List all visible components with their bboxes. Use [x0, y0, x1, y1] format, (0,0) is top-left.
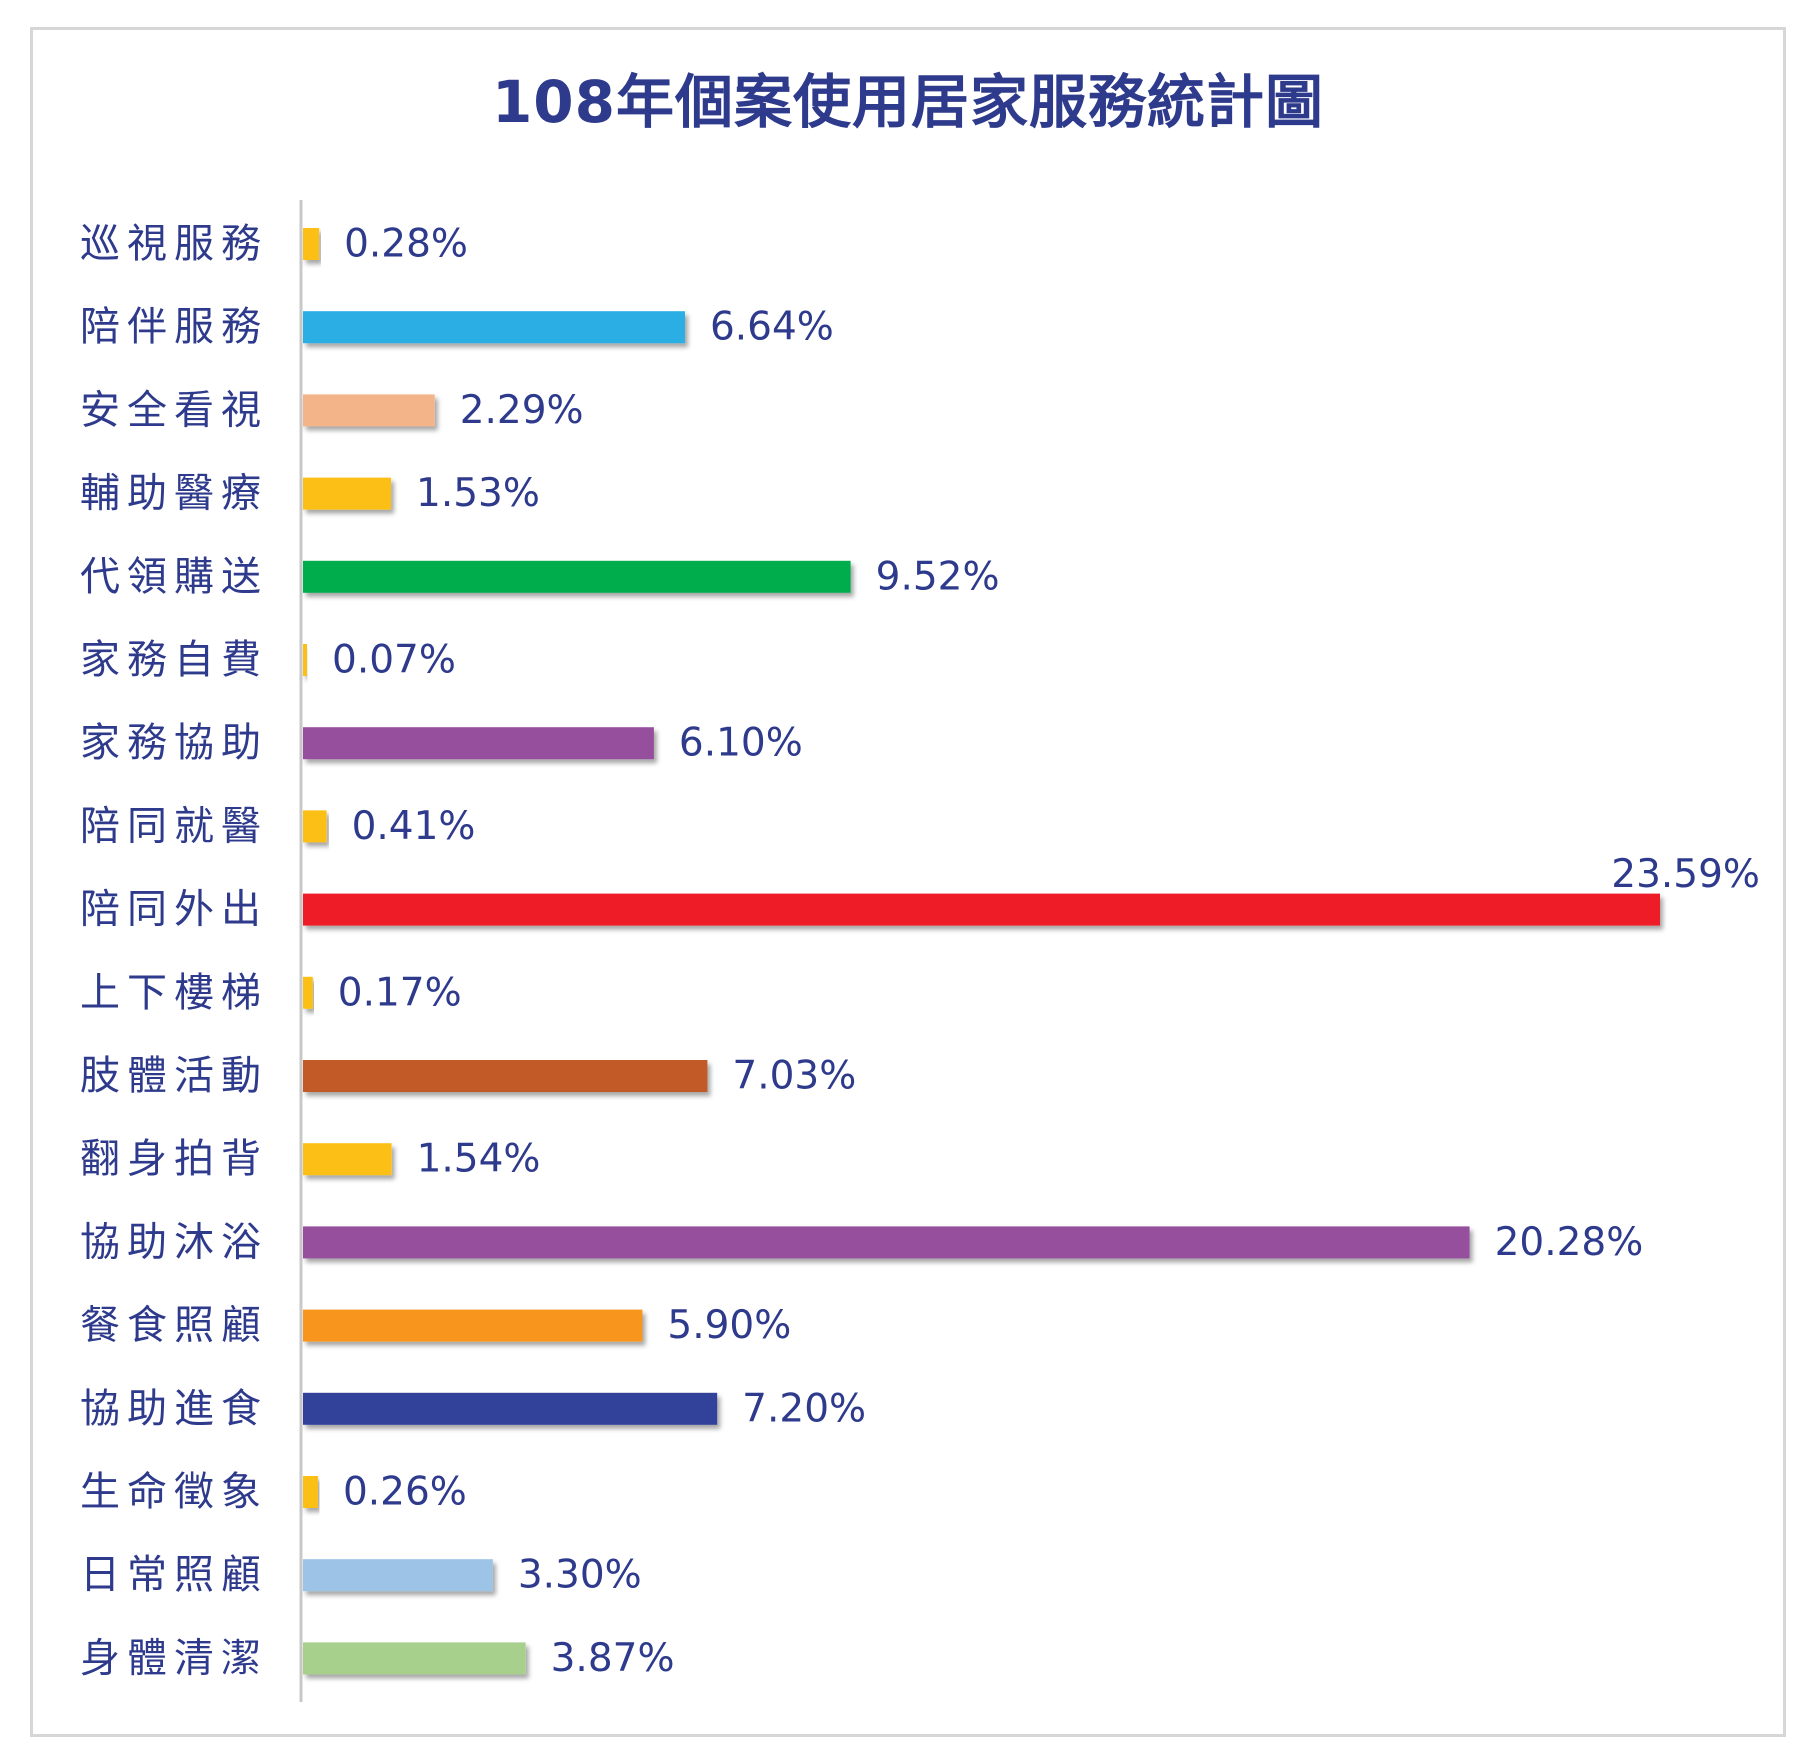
bar — [303, 1559, 493, 1592]
category-label: 家務自費 — [80, 637, 268, 683]
bar — [303, 560, 851, 593]
data-label: 5.90% — [667, 1303, 791, 1348]
data-label: 7.03% — [732, 1054, 856, 1099]
category-label: 輔助醫療 — [80, 471, 268, 517]
bar — [303, 1226, 1470, 1259]
data-label: 6.64% — [710, 305, 834, 350]
category-label: 生命徵象 — [80, 1469, 268, 1515]
data-label: 7.20% — [742, 1386, 866, 1431]
category-label: 肢體活動 — [80, 1053, 268, 1099]
category-label: 協助沐浴 — [80, 1219, 268, 1265]
data-label: 1.54% — [417, 1137, 541, 1182]
bar — [303, 1642, 526, 1675]
bar — [303, 1143, 392, 1176]
category-label: 翻身拍背 — [80, 1136, 268, 1182]
data-label: 1.53% — [416, 471, 540, 516]
data-label: 0.07% — [332, 638, 456, 683]
bar — [303, 311, 685, 344]
category-label: 巡視服務 — [80, 221, 268, 267]
category-label: 協助進食 — [80, 1386, 268, 1432]
bar — [303, 1060, 708, 1092]
data-label: 3.30% — [518, 1553, 642, 1598]
bar — [303, 1309, 643, 1342]
data-label: 23.59% — [1611, 852, 1760, 897]
data-label: 0.28% — [344, 222, 468, 267]
data-label: 0.41% — [352, 804, 476, 849]
bar — [303, 810, 327, 843]
bar — [303, 228, 320, 260]
category-label: 餐食照顧 — [80, 1303, 268, 1349]
bar — [303, 727, 654, 760]
bar — [303, 976, 313, 1009]
data-label: 0.26% — [343, 1470, 467, 1515]
category-label: 上下樓梯 — [80, 970, 268, 1016]
bar — [303, 477, 392, 510]
bar — [303, 394, 435, 427]
category-label: 代領購送 — [80, 554, 268, 600]
data-label: 20.28% — [1495, 1220, 1644, 1265]
data-label: 3.87% — [551, 1636, 675, 1681]
bar — [303, 893, 1660, 926]
category-label: 日常照顧 — [80, 1552, 268, 1598]
category-label: 陪同就醫 — [80, 803, 268, 849]
data-label: 9.52% — [876, 554, 1000, 599]
category-label: 家務協助 — [80, 720, 268, 766]
category-label: 陪同外出 — [80, 887, 268, 933]
data-label: 2.29% — [460, 388, 584, 433]
data-label: 0.17% — [338, 970, 462, 1015]
bar — [303, 1392, 718, 1425]
category-label: 身體清潔 — [80, 1635, 268, 1681]
category-label: 陪伴服務 — [80, 304, 268, 350]
category-label: 安全看視 — [80, 387, 268, 433]
chart-title: 108年個案使用居家服務統計圖 — [491, 68, 1325, 136]
bar — [303, 644, 308, 676]
bar — [303, 1476, 318, 1508]
data-label: 6.10% — [679, 721, 803, 766]
